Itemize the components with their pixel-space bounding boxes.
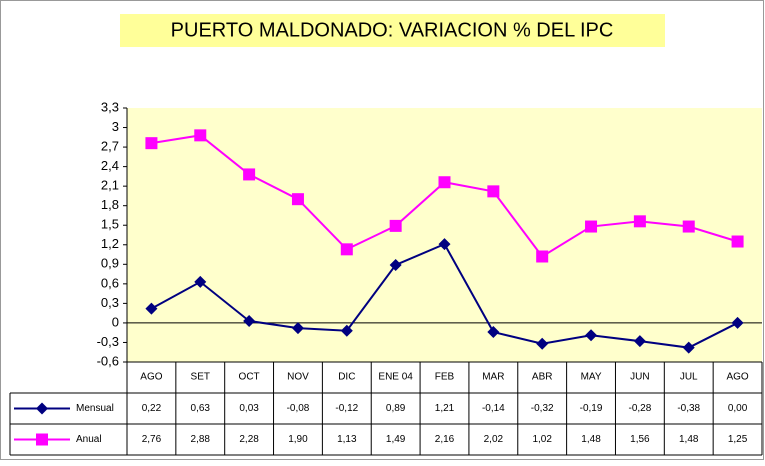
x-tick-label: FEB (435, 372, 455, 383)
table-value: -0,14 (482, 403, 505, 414)
y-tick-label: 0,9 (101, 256, 119, 271)
table-value: 1,21 (435, 403, 455, 414)
table-value: 1,13 (337, 434, 357, 445)
marker (731, 316, 744, 329)
marker (536, 337, 549, 350)
marker (194, 275, 207, 288)
marker (487, 326, 500, 339)
x-tick-label: DIC (338, 372, 355, 383)
plot-area (127, 108, 762, 362)
y-tick-label: -0,3 (97, 334, 119, 349)
table-value: 2,88 (191, 434, 211, 445)
y-tick-label: 1,5 (101, 217, 119, 232)
legend-label: Anual (76, 434, 102, 445)
table-value: 0,00 (728, 403, 748, 414)
table-value: 2,28 (239, 434, 259, 445)
legend-marker (36, 433, 48, 446)
marker (731, 235, 744, 248)
table-value: 0,22 (142, 403, 162, 414)
x-tick-label: JUL (680, 372, 698, 383)
table-value: 2,76 (142, 434, 162, 445)
x-tick-label: AGO (140, 372, 162, 383)
x-tick-label: MAY (581, 372, 602, 383)
marker (145, 137, 158, 150)
marker (536, 250, 549, 263)
chart-title: PUERTO MALDONADO: VARIACION % DEL IPC (171, 19, 614, 41)
marker (145, 302, 158, 315)
y-tick-label: 1,2 (101, 236, 119, 251)
x-tick-label: AGO (726, 372, 748, 383)
marker (585, 220, 598, 233)
x-tick-label: JUN (630, 372, 649, 383)
marker (487, 185, 500, 198)
marker (243, 168, 256, 181)
legend-label: Mensual (76, 403, 114, 414)
marker (682, 220, 695, 233)
marker (633, 335, 646, 348)
table-value: 1,56 (630, 434, 650, 445)
marker (438, 176, 451, 189)
table-value: 0,89 (386, 403, 406, 414)
table-value: 1,48 (679, 434, 699, 445)
table-value: -0,32 (531, 403, 554, 414)
marker (194, 129, 207, 142)
x-tick-label: NOV (287, 372, 309, 383)
y-tick-label: 0 (112, 314, 119, 329)
marker (682, 341, 695, 354)
marker (340, 324, 353, 337)
table-value: -0,08 (287, 403, 310, 414)
x-tick-label: SET (191, 372, 210, 383)
y-tick-label: 1,8 (101, 197, 119, 212)
y-tick-label: 0,6 (101, 275, 119, 290)
x-tick-label: ENE 04 (378, 372, 413, 383)
y-tick-label: 3,3 (101, 99, 119, 114)
table-value: -0,38 (677, 403, 700, 414)
table-value: 1,90 (288, 434, 308, 445)
y-tick-label: 2,7 (101, 139, 119, 154)
title-box (120, 14, 665, 47)
x-tick-label: ABR (532, 372, 553, 383)
table-value: 2,02 (484, 434, 504, 445)
table-value: 0,63 (191, 403, 211, 414)
marker (389, 219, 402, 232)
table-value: 1,02 (532, 434, 552, 445)
marker (291, 193, 304, 206)
table-value: -0,28 (628, 403, 651, 414)
marker (243, 314, 256, 327)
table-value: 1,49 (386, 434, 406, 445)
y-tick-label: 2,1 (101, 178, 119, 193)
marker (291, 322, 304, 335)
y-tick-label: 2,4 (101, 158, 119, 173)
y-tick-label: -0,6 (97, 353, 119, 368)
y-tick-label: 0,3 (101, 295, 119, 310)
table-value: -0,12 (335, 403, 358, 414)
legend-marker (36, 402, 48, 415)
table-value: 1,48 (581, 434, 601, 445)
marker (438, 238, 451, 251)
table-value: 1,25 (728, 434, 748, 445)
table-value: 2,16 (435, 434, 455, 445)
y-tick-label: 3 (112, 119, 119, 134)
marker (389, 258, 402, 271)
marker (585, 329, 598, 342)
table-value: 0,03 (239, 403, 259, 414)
table-value: -0,19 (580, 403, 603, 414)
marker (633, 215, 646, 228)
marker (340, 243, 353, 256)
x-tick-label: MAR (482, 372, 504, 383)
x-tick-label: OCT (239, 372, 260, 383)
